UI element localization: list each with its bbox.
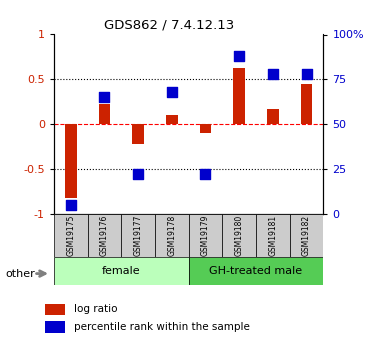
FancyBboxPatch shape (88, 214, 121, 257)
Bar (132, 124, 144, 144)
Text: GDS862 / 7.4.12.13: GDS862 / 7.4.12.13 (104, 19, 234, 32)
Text: GSM19175: GSM19175 (66, 215, 75, 256)
Text: log ratio: log ratio (75, 304, 118, 314)
FancyBboxPatch shape (189, 257, 323, 285)
Bar (301, 84, 313, 124)
Bar (65, 124, 77, 198)
Bar (199, 124, 211, 133)
Text: GSM19179: GSM19179 (201, 215, 210, 256)
Bar (267, 109, 279, 124)
FancyBboxPatch shape (223, 214, 256, 257)
Text: GSM19181: GSM19181 (268, 215, 277, 256)
Point (135, 172, 141, 177)
Text: GSM19182: GSM19182 (302, 215, 311, 256)
Bar (45, 321, 65, 333)
Bar (45, 304, 65, 315)
Point (236, 53, 242, 59)
Bar (99, 105, 110, 124)
Point (68, 202, 74, 208)
FancyBboxPatch shape (189, 214, 223, 257)
Point (270, 71, 276, 77)
FancyBboxPatch shape (121, 214, 155, 257)
FancyBboxPatch shape (155, 214, 189, 257)
Text: GSM19178: GSM19178 (167, 215, 176, 256)
FancyBboxPatch shape (54, 214, 88, 257)
Point (203, 172, 209, 177)
Text: GSM19176: GSM19176 (100, 215, 109, 256)
FancyBboxPatch shape (256, 214, 290, 257)
Text: female: female (102, 266, 141, 276)
FancyBboxPatch shape (54, 257, 189, 285)
Bar (166, 115, 178, 124)
FancyBboxPatch shape (290, 214, 323, 257)
Text: GSM19177: GSM19177 (134, 215, 142, 256)
Point (101, 95, 107, 100)
Text: GH-treated male: GH-treated male (209, 266, 303, 276)
Point (303, 71, 310, 77)
Point (169, 89, 175, 95)
Text: GSM19180: GSM19180 (235, 215, 244, 256)
Text: other: other (6, 269, 35, 279)
Text: percentile rank within the sample: percentile rank within the sample (75, 322, 250, 332)
Bar (233, 68, 245, 124)
